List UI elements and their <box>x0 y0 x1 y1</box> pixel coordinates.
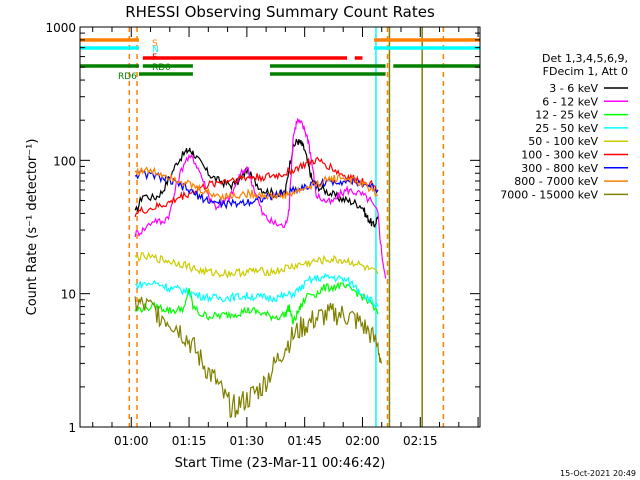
x-tick-label-5: 02:15 <box>403 434 438 448</box>
legend-header-0: Det 1,3,4,5,6,9, <box>542 52 628 65</box>
series-line-3 <box>134 272 379 309</box>
series-line-2 <box>134 281 379 325</box>
series-line-5 <box>134 156 379 217</box>
y-tick-label-1: 10 <box>61 288 76 302</box>
legend-label-5: 100 - 300 keV <box>521 149 598 162</box>
footer-date: 15-Oct-2021 20:49 <box>560 469 636 478</box>
series-line-8 <box>134 296 383 418</box>
legend-label-4: 50 - 100 keV <box>528 135 598 148</box>
x-tick-label-0: 01:00 <box>114 434 149 448</box>
x-axis-label: Start Time (23-Mar-11 00:46:42) <box>175 456 386 471</box>
legend-label-7: 800 - 7000 keV <box>514 175 598 188</box>
y-tick-label-0: 1 <box>68 421 76 435</box>
status-label-s: S <box>152 39 158 49</box>
status-label-rd0: RD0 <box>152 63 171 73</box>
series-line-4 <box>134 251 379 279</box>
chart-title: RHESSI Observing Summary Count Rates <box>125 3 435 21</box>
plot-frame <box>79 26 481 428</box>
status-label-n: N <box>152 45 159 55</box>
y-tick-label-3: 1000 <box>45 21 76 35</box>
y-axis-label: Count Rate (s⁻¹ detector⁻¹) <box>25 139 40 316</box>
legend-label-8: 7000 - 15000 keV <box>500 188 598 201</box>
y-tick-label-2: 100 <box>53 154 76 168</box>
x-tick-label-4: 02:00 <box>345 434 380 448</box>
legend-label-0: 3 - 6 keV <box>549 82 598 95</box>
status-label-f: F <box>152 53 157 63</box>
x-tick-label-1: 01:15 <box>172 434 207 448</box>
status-label-rd6: RD6 <box>118 72 137 82</box>
series-line-1 <box>134 117 387 279</box>
legend-label-3: 25 - 50 keV <box>535 122 598 135</box>
x-tick-label-3: 01:45 <box>287 434 322 448</box>
x-tick-label-2: 01:30 <box>230 434 265 448</box>
legend-label-6: 300 - 800 keV <box>521 162 598 175</box>
legend-label-2: 12 - 25 keV <box>535 109 598 122</box>
legend-header-1: FDecim 1, Att 0 <box>543 65 628 78</box>
series-line-6 <box>134 170 379 210</box>
legend-label-1: 6 - 12 keV <box>542 95 598 108</box>
series-line-7 <box>134 166 379 202</box>
